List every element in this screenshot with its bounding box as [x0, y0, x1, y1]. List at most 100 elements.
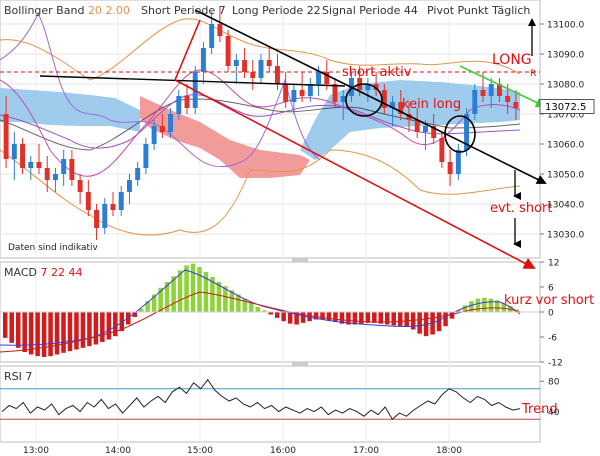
- macd-bar: [28, 312, 34, 355]
- price-tick-label: 13030.0: [547, 231, 584, 241]
- annotation-kurz-vor-short: kurz vor short: [504, 293, 594, 308]
- candle-body: [340, 96, 346, 102]
- candle-body: [431, 126, 437, 138]
- macd-bar: [242, 298, 248, 312]
- candle-body: [406, 114, 412, 120]
- candle-body: [316, 72, 322, 84]
- macd-bar: [223, 286, 228, 312]
- macd-bar: [384, 312, 390, 325]
- candle-body: [217, 24, 223, 36]
- price-tick-label: 13050.0: [547, 171, 584, 181]
- macd-label: MACD 7 22 44: [4, 266, 82, 279]
- candle-body: [209, 24, 215, 48]
- candle-body: [28, 162, 34, 168]
- macd-bar: [326, 312, 332, 321]
- header-indicator: Bollinger Band 20 2.00: [4, 4, 130, 17]
- candle-body: [20, 144, 26, 168]
- time-tick-label: 17:00: [353, 446, 379, 456]
- macd-bar: [372, 312, 377, 323]
- candle-body: [61, 159, 67, 174]
- macd-bar: [158, 287, 163, 312]
- macd-bar: [391, 312, 397, 326]
- macd-bar: [177, 270, 183, 312]
- macd-bar: [67, 312, 73, 352]
- candle-body: [200, 48, 206, 72]
- macd-bar: [22, 312, 27, 352]
- time-tick-label: 18:00: [436, 446, 462, 456]
- resize-handle-rsi[interactable]: [292, 362, 308, 366]
- macd-bar: [48, 312, 53, 357]
- macd-bar: [61, 312, 66, 353]
- macd-bar: [359, 312, 364, 324]
- header-pivot: Pivot Punkt Täglich: [427, 4, 530, 17]
- header-short: Short Periode 7: [141, 4, 226, 17]
- candle-body: [299, 90, 305, 96]
- macd-bar: [87, 312, 92, 347]
- candle-body: [258, 60, 264, 78]
- candle-body: [390, 102, 396, 108]
- candle-body: [398, 102, 404, 114]
- macd-line-blue: [0, 269, 521, 346]
- cloud-red: [140, 96, 310, 178]
- candle-body: [266, 60, 272, 66]
- bb-upper: [0, 18, 521, 81]
- macd-bar: [456, 310, 461, 312]
- price-tick-label: 13040.0: [547, 201, 584, 211]
- ma-purple-spike: [0, 12, 321, 168]
- candle-body: [118, 192, 124, 210]
- macd-bars: [2, 263, 520, 357]
- candle-body: [373, 84, 379, 90]
- macd-bar: [365, 312, 371, 323]
- notice-text: Daten sind indikativ: [8, 243, 99, 253]
- macd-bar: [261, 310, 267, 312]
- candle-body: [365, 84, 371, 90]
- macd-bar: [495, 300, 500, 312]
- macd-bar: [274, 312, 280, 318]
- rsi-axis: 80 40: [540, 378, 560, 418]
- macd-bar: [333, 312, 338, 322]
- macd-bar: [15, 312, 21, 348]
- candle-body: [159, 126, 165, 132]
- candle-body: [151, 126, 157, 144]
- macd-axis: 12 6 0 -6 -12: [0, 259, 563, 369]
- candle-body: [381, 90, 387, 108]
- macd-bar: [54, 312, 60, 355]
- macd-bar: [190, 263, 196, 312]
- candle-body: [135, 168, 141, 180]
- candle-body: [184, 96, 190, 108]
- candle-body: [94, 210, 100, 228]
- macd-bar: [9, 312, 14, 343]
- macd-bar: [378, 312, 384, 324]
- candle-body: [324, 72, 330, 84]
- bb-lower: [0, 149, 521, 236]
- candle-body: [102, 204, 108, 228]
- ma-magenta: [0, 69, 521, 177]
- time-tick-label: 14:00: [105, 446, 131, 456]
- candle-body: [439, 138, 445, 162]
- macd-bar: [197, 267, 202, 312]
- trend-line-green: [459, 65, 546, 108]
- macd-bar: [287, 312, 293, 324]
- macd-bar: [475, 298, 481, 312]
- price-axis: 13030.0 13040.0 13050.0 13060.0 13070.0 13080…: [540, 21, 584, 241]
- candle-body: [480, 90, 486, 96]
- candle-body: [505, 96, 511, 102]
- resize-handle-macd[interactable]: [292, 258, 308, 262]
- macd-bar: [80, 312, 86, 348]
- candle-body: [143, 144, 149, 168]
- macd-tick-label: 12: [548, 259, 559, 269]
- macd-bar: [488, 298, 494, 312]
- macd-bar: [113, 312, 118, 337]
- macd-bar: [462, 305, 468, 312]
- macd-bar: [106, 312, 112, 340]
- macd-bar: [300, 312, 306, 323]
- annotation-long: LONG: [492, 52, 532, 68]
- price-tick-label: 13060.0: [547, 141, 584, 151]
- time-tick-label: 16:00: [270, 446, 296, 456]
- price-tick-label: 13080.0: [547, 81, 584, 91]
- trend-line-red-short: [174, 19, 201, 81]
- macd-bar: [2, 312, 8, 338]
- candle-body: [496, 84, 502, 96]
- candle-body: [11, 144, 17, 159]
